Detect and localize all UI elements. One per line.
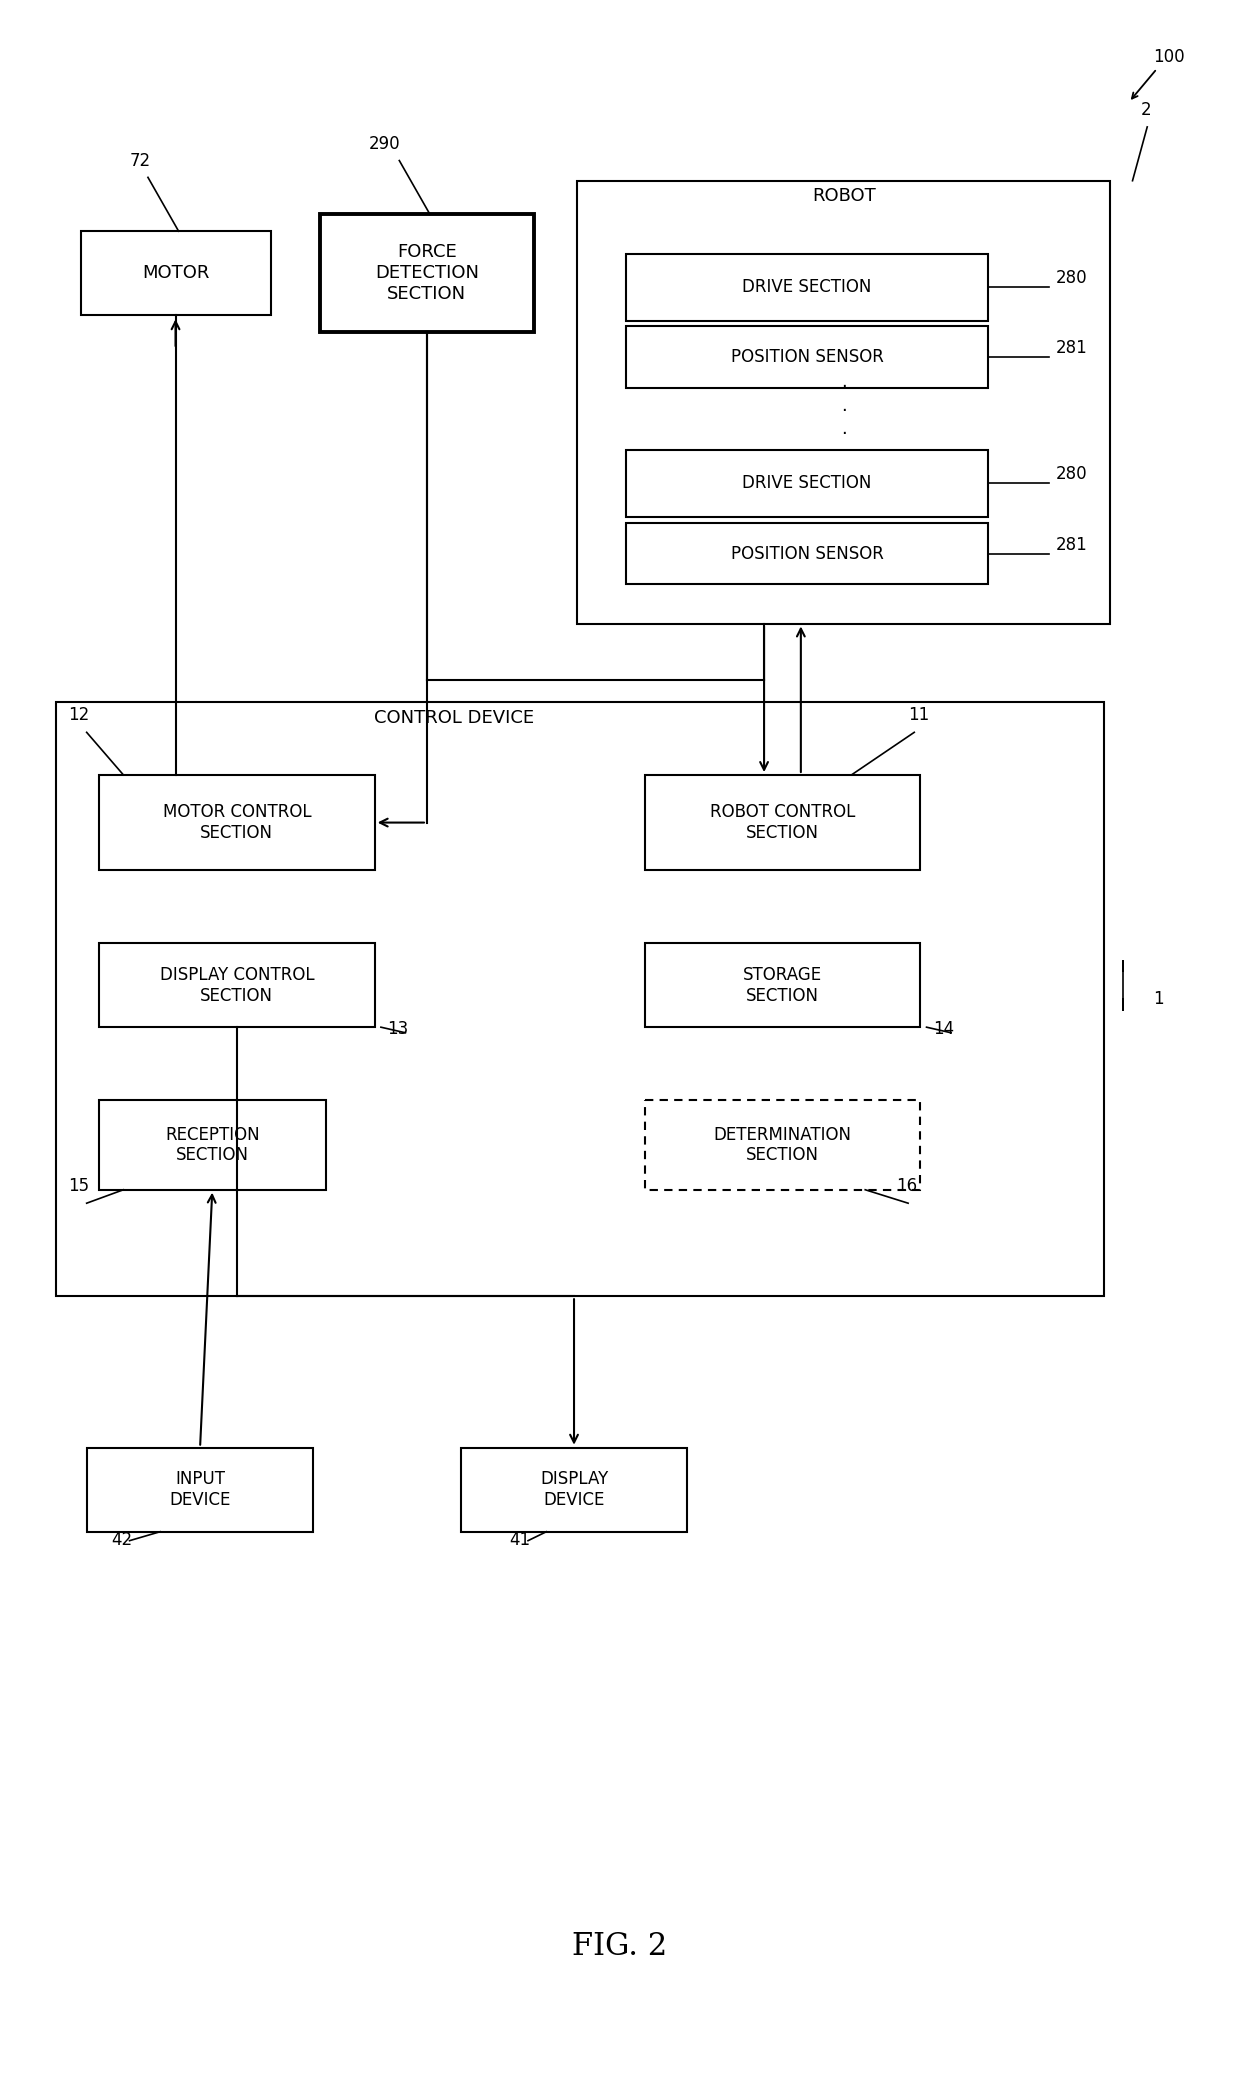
FancyBboxPatch shape [460,1447,687,1533]
Text: ROBOT: ROBOT [812,188,875,205]
FancyBboxPatch shape [645,775,920,871]
Text: MOTOR: MOTOR [141,265,210,282]
Text: 280: 280 [1055,466,1087,484]
FancyBboxPatch shape [626,522,988,585]
FancyBboxPatch shape [99,944,374,1027]
Text: 2: 2 [1141,100,1152,119]
FancyBboxPatch shape [645,944,920,1027]
FancyBboxPatch shape [87,1447,314,1533]
Text: 41: 41 [510,1531,531,1549]
Text: 281: 281 [1055,535,1087,553]
Text: CONTROL DEVICE: CONTROL DEVICE [374,708,534,727]
Text: 11: 11 [908,706,930,725]
Text: POSITION SENSOR: POSITION SENSOR [730,349,883,365]
Text: DISPLAY
DEVICE: DISPLAY DEVICE [539,1470,608,1510]
Text: 15: 15 [68,1178,89,1194]
Text: MOTOR CONTROL
SECTION: MOTOR CONTROL SECTION [162,804,311,841]
FancyBboxPatch shape [626,326,988,388]
Text: 1: 1 [1153,990,1164,1009]
Text: 281: 281 [1055,340,1087,357]
FancyBboxPatch shape [626,253,988,322]
FancyBboxPatch shape [56,702,1105,1297]
Text: 16: 16 [895,1178,918,1194]
Text: 100: 100 [1153,48,1185,67]
Text: FIG. 2: FIG. 2 [573,1931,667,1963]
Text: RECEPTION
SECTION: RECEPTION SECTION [165,1125,259,1165]
Text: DETERMINATION
SECTION: DETERMINATION SECTION [713,1125,852,1165]
FancyBboxPatch shape [645,1100,920,1190]
Text: 280: 280 [1055,269,1087,288]
FancyBboxPatch shape [99,775,374,871]
Text: 72: 72 [129,152,151,169]
Text: 14: 14 [932,1021,954,1038]
Text: ROBOT CONTROL
SECTION: ROBOT CONTROL SECTION [709,804,856,841]
FancyBboxPatch shape [577,182,1111,624]
Text: DISPLAY CONTROL
SECTION: DISPLAY CONTROL SECTION [160,967,314,1004]
Text: 42: 42 [112,1531,133,1549]
FancyBboxPatch shape [320,215,534,332]
Text: STORAGE
SECTION: STORAGE SECTION [743,967,822,1004]
Text: DRIVE SECTION: DRIVE SECTION [743,278,872,296]
Text: INPUT
DEVICE: INPUT DEVICE [170,1470,231,1510]
Text: 12: 12 [68,706,89,725]
Text: POSITION SENSOR: POSITION SENSOR [730,545,883,562]
FancyBboxPatch shape [99,1100,326,1190]
FancyBboxPatch shape [81,232,270,315]
Text: ·
·
·: · · · [841,378,847,443]
Text: 13: 13 [387,1021,408,1038]
Text: 290: 290 [368,136,401,152]
FancyBboxPatch shape [626,449,988,518]
Text: DRIVE SECTION: DRIVE SECTION [743,474,872,493]
Text: FORCE
DETECTION
SECTION: FORCE DETECTION SECTION [374,244,479,303]
